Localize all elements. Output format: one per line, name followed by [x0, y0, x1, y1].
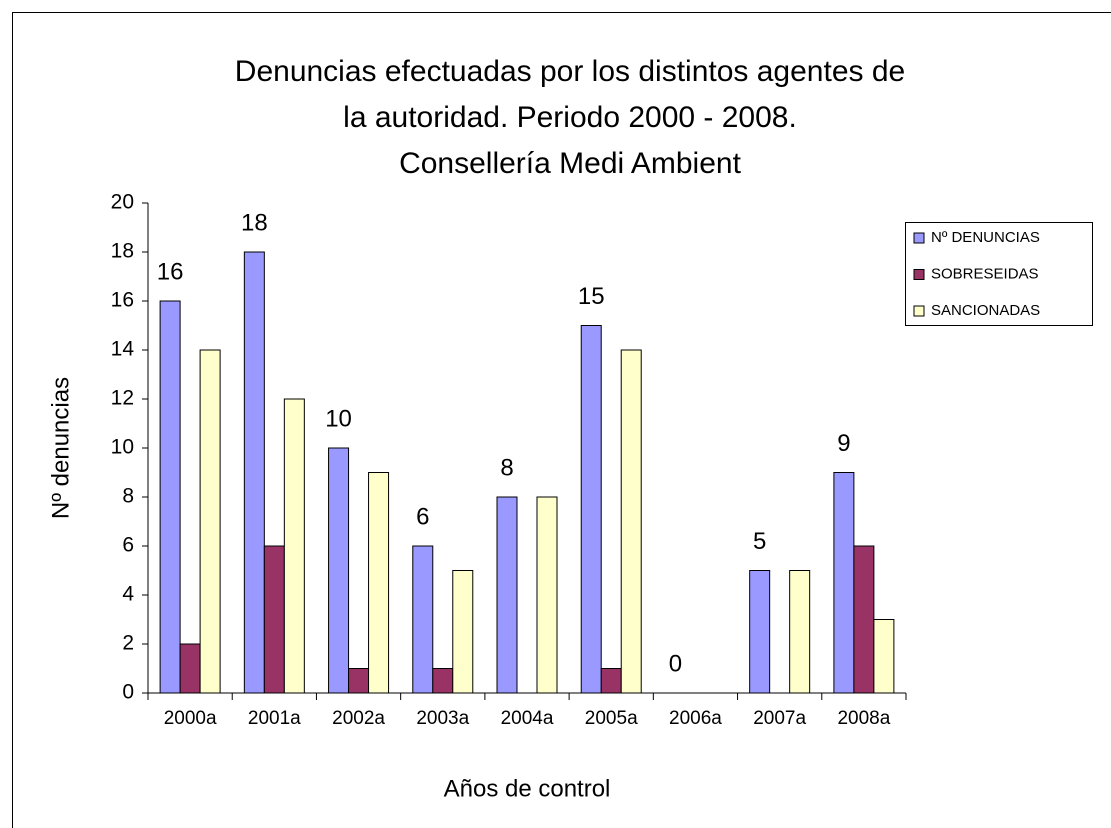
bar	[348, 668, 370, 694]
y-tick-label: 14	[111, 338, 135, 361]
bar	[620, 349, 642, 694]
chart-title: Consellería Medi Ambient	[399, 147, 742, 180]
bar	[412, 545, 434, 694]
legend-label: SOBRESEIDAS	[931, 265, 1039, 282]
bar	[452, 570, 474, 694]
data-label: 0	[669, 650, 682, 677]
data-label: 6	[416, 503, 429, 530]
data-label: 10	[325, 405, 352, 432]
y-tick-label: 8	[122, 485, 134, 508]
bar	[580, 325, 602, 694]
bar	[368, 472, 390, 694]
x-tick-label: 2006a	[669, 708, 722, 729]
data-label: 5	[753, 528, 766, 555]
legend	[905, 222, 1093, 326]
bar	[283, 398, 305, 694]
x-tick-label: 2007a	[753, 708, 806, 729]
y-tick-label: 12	[111, 387, 134, 410]
x-tick-label: 2002a	[332, 708, 385, 729]
bar	[199, 349, 221, 694]
bar	[179, 643, 201, 694]
bar	[159, 300, 181, 694]
bar	[833, 472, 855, 694]
y-tick-label: 2	[122, 632, 134, 655]
bar	[432, 668, 454, 694]
bar	[600, 668, 622, 694]
x-tick-label: 2008a	[837, 708, 890, 729]
y-axis-label: Nº denuncias	[47, 377, 74, 519]
legend-label: SANCIONADAS	[931, 302, 1040, 319]
x-tick-label: 2000a	[164, 708, 217, 729]
bar	[853, 545, 875, 694]
legend-swatch	[913, 305, 925, 317]
legend-swatch	[913, 232, 925, 244]
data-label: 18	[241, 209, 268, 236]
x-tick-label: 2005a	[585, 708, 638, 729]
y-tick-label: 4	[122, 583, 134, 606]
bar	[243, 251, 265, 694]
bar	[496, 496, 518, 694]
legend-swatch	[913, 269, 925, 280]
data-label: 9	[837, 430, 850, 457]
bar	[749, 570, 771, 694]
x-tick-label: 2001a	[248, 708, 301, 729]
chart-title: la autoridad. Periodo 2000 - 2008.	[343, 101, 797, 134]
chart-title: Denuncias efectuadas por los distintos a…	[235, 55, 905, 88]
data-label: 15	[578, 283, 605, 310]
bar	[328, 447, 350, 694]
data-label: 16	[157, 258, 184, 285]
y-tick-label: 20	[111, 191, 134, 214]
y-tick-label: 18	[111, 240, 134, 263]
y-tick-label: 0	[122, 681, 134, 704]
x-tick-label: 2004a	[501, 708, 554, 729]
bar	[873, 619, 895, 694]
x-axis-label: Años de control	[444, 775, 611, 802]
legend-label: Nº DENUNCIAS	[931, 229, 1040, 246]
bar	[789, 570, 811, 694]
y-tick-label: 10	[111, 436, 134, 459]
data-label: 8	[500, 454, 513, 481]
x-tick-label: 2003a	[416, 708, 469, 729]
bar	[536, 496, 558, 694]
y-tick-label: 6	[122, 534, 134, 557]
y-tick-label: 16	[111, 289, 134, 312]
bar	[263, 545, 285, 694]
